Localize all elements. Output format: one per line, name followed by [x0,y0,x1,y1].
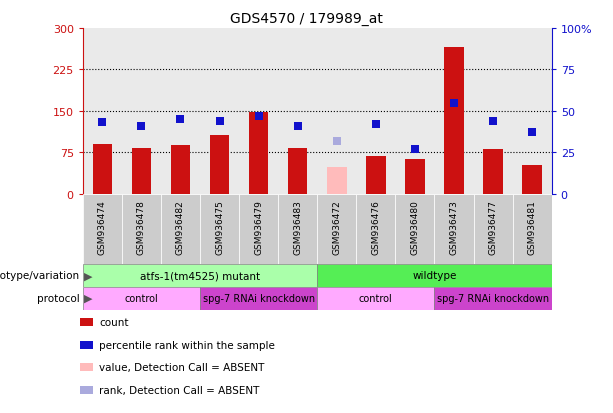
Bar [512,29,552,194]
Bar [200,194,239,264]
Bar [435,287,552,310]
Bar [327,168,346,194]
Point [332,138,341,145]
Text: GSM936477: GSM936477 [489,200,498,254]
Bar [366,157,386,194]
Text: GSM936474: GSM936474 [98,200,107,254]
Bar [395,29,435,194]
Bar [132,149,151,194]
Bar [318,287,435,310]
Text: GSM936481: GSM936481 [528,200,536,254]
Text: GSM936480: GSM936480 [411,200,419,254]
Bar [239,29,278,194]
Text: count: count [99,317,129,327]
Bar [210,135,229,194]
Bar [239,194,278,264]
Bar [318,29,356,194]
Text: control: control [359,293,393,304]
Text: spg-7 RNAi knockdown: spg-7 RNAi knockdown [202,293,314,304]
Point [215,118,224,125]
Point [293,123,303,130]
Text: control: control [124,293,158,304]
Bar [356,29,395,194]
Bar [161,29,200,194]
Bar [318,194,356,264]
Bar [249,113,268,194]
Text: ▶: ▶ [84,271,93,281]
Text: GSM936478: GSM936478 [137,200,146,254]
Bar [474,29,512,194]
Point [254,113,264,120]
Text: spg-7 RNAi knockdown: spg-7 RNAi knockdown [437,293,549,304]
Bar [83,287,200,310]
Point [410,146,420,153]
Bar [170,146,190,194]
Bar [200,287,318,310]
Text: GSM936482: GSM936482 [176,200,185,254]
Bar [356,194,395,264]
Point [371,121,381,128]
Bar [288,149,308,194]
Text: rank, Detection Call = ABSENT: rank, Detection Call = ABSENT [99,385,260,395]
Point [175,116,185,123]
Bar [405,159,425,194]
Bar [435,194,474,264]
Text: protocol: protocol [37,293,80,304]
Bar [278,194,318,264]
Bar [522,166,542,194]
Bar [512,194,552,264]
Point [97,120,107,126]
Bar [200,29,239,194]
Text: GDS4570 / 179989_at: GDS4570 / 179989_at [230,12,383,26]
Bar [93,145,112,194]
Text: GSM936483: GSM936483 [293,200,302,254]
Text: genotype/variation: genotype/variation [0,271,80,281]
Text: atfs-1(tm4525) mutant: atfs-1(tm4525) mutant [140,271,260,281]
Bar [161,194,200,264]
Bar [483,150,503,194]
Text: GSM936473: GSM936473 [449,200,459,254]
Bar [435,29,474,194]
Text: wildtype: wildtype [413,271,457,281]
Bar [278,29,318,194]
Text: percentile rank within the sample: percentile rank within the sample [99,340,275,350]
Text: GSM936476: GSM936476 [371,200,380,254]
Bar [83,264,318,287]
Bar [83,29,122,194]
Point [527,130,537,136]
Point [488,118,498,125]
Text: GSM936475: GSM936475 [215,200,224,254]
Bar [122,29,161,194]
Point [449,100,459,107]
Bar [474,194,512,264]
Bar [444,48,464,194]
Point [137,123,147,130]
Bar [122,194,161,264]
Text: value, Detection Call = ABSENT: value, Detection Call = ABSENT [99,363,265,373]
Text: ▶: ▶ [84,293,93,304]
Bar [83,194,122,264]
Bar [395,194,435,264]
Text: GSM936479: GSM936479 [254,200,263,254]
Bar [318,264,552,287]
Text: GSM936472: GSM936472 [332,200,341,254]
